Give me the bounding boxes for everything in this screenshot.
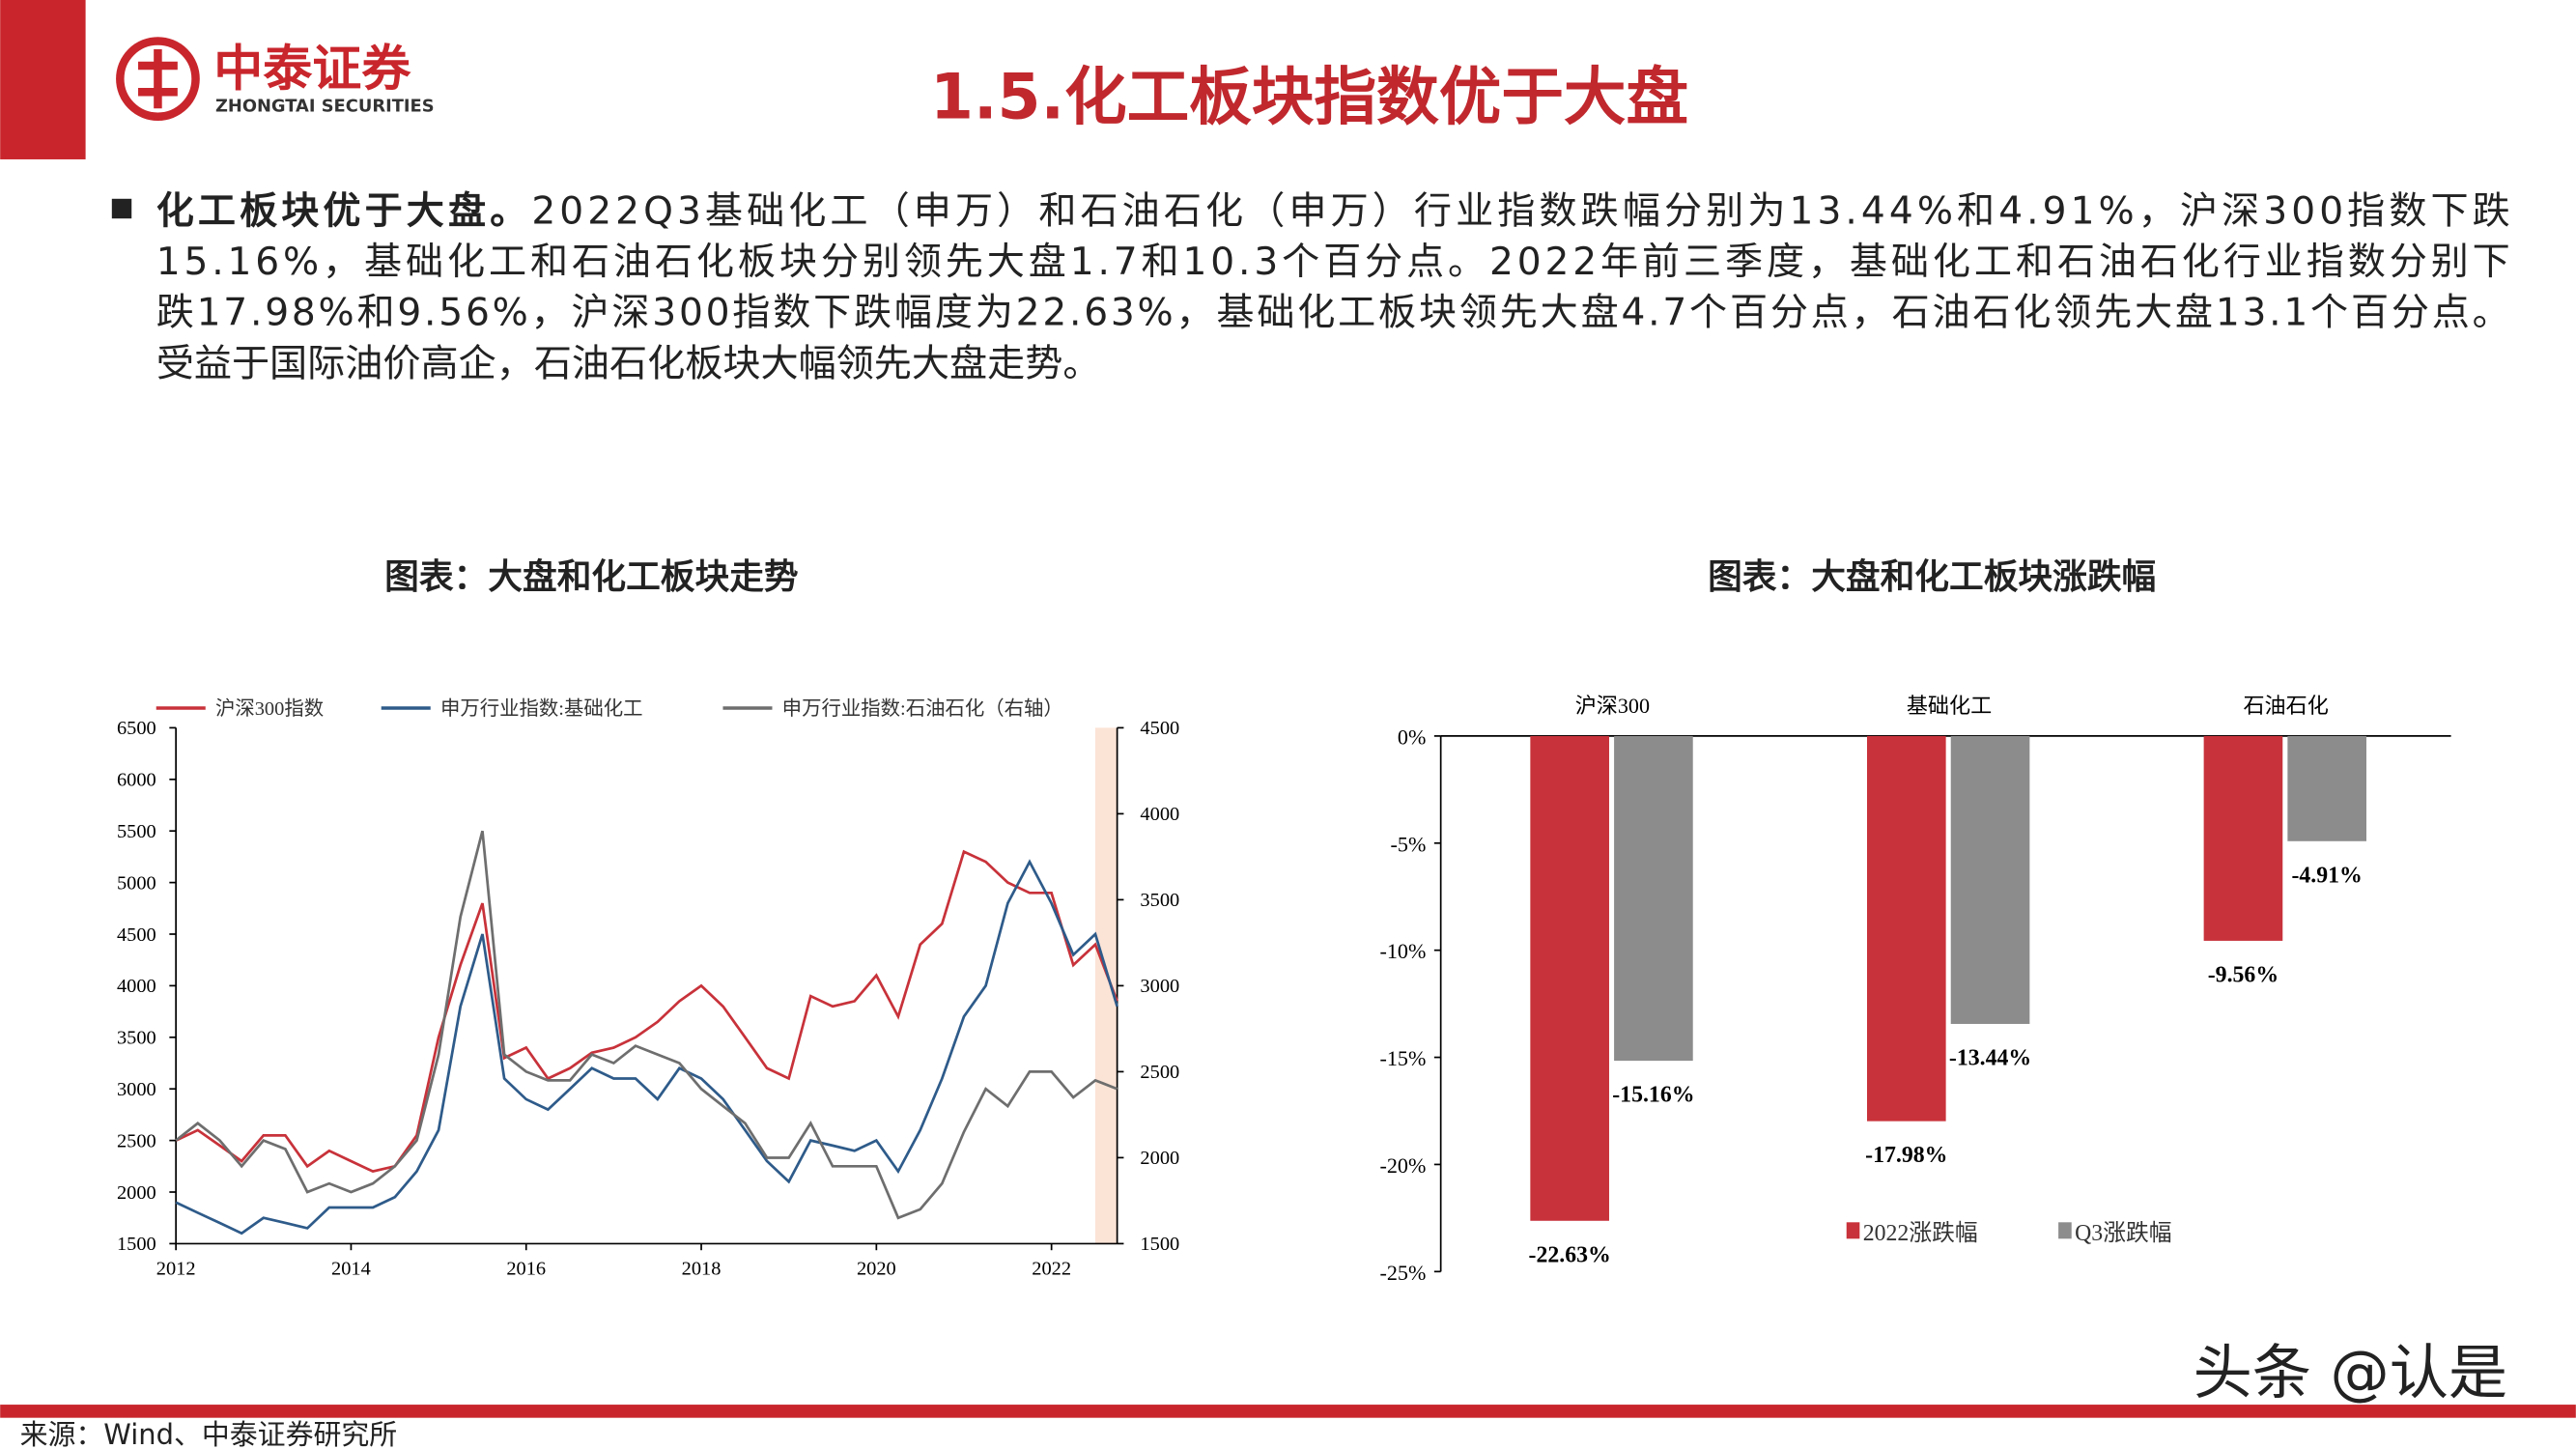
chart-title: 图表：大盘和化工板块涨跌幅: [1708, 557, 2156, 597]
bar: [2287, 735, 2366, 841]
y-tick-label: -5%: [1391, 832, 1427, 856]
legend-swatch: [2058, 1222, 2072, 1239]
bar: [2203, 735, 2283, 941]
category-label: 石油石化: [2243, 694, 2328, 718]
y2-tick-label: 2000: [1140, 1148, 1179, 1169]
y-tick-label: -10%: [1379, 939, 1426, 963]
legend-label: 申万行业指数:石油石化（右轴）: [782, 697, 1063, 720]
y-tick-label: -15%: [1379, 1046, 1426, 1070]
y-tick-label: 5500: [117, 821, 156, 842]
category-label: 基础化工: [1907, 694, 1992, 718]
value-label: -4.91%: [2291, 863, 2362, 888]
y-tick-label: 2500: [117, 1130, 156, 1151]
y-tick-label: 1500: [117, 1234, 156, 1255]
slide-title: 1.5.化工板块指数优于大盘: [930, 61, 1688, 133]
y-tick-label: 5000: [117, 872, 156, 894]
y2-tick-label: 4000: [1140, 804, 1179, 825]
y-tick-label: -20%: [1379, 1153, 1426, 1178]
x-tick-label: 2018: [682, 1259, 722, 1280]
y-tick-label: 4000: [117, 976, 156, 997]
source-note: 来源：Wind、中泰证券研究所: [20, 1418, 398, 1449]
logo-subtext: ZHONGTAI SECURITIES: [215, 97, 435, 117]
y2-tick-label: 4500: [1140, 718, 1179, 739]
x-tick-label: 2020: [857, 1259, 896, 1280]
legend-label: Q3涨跌幅: [2075, 1220, 2171, 1246]
y-tick-label: 3500: [117, 1028, 156, 1049]
legend-swatch: [1846, 1222, 1860, 1239]
legend-label: 沪深300指数: [215, 697, 324, 720]
shaded-period: [1094, 727, 1118, 1244]
bar: [1614, 735, 1693, 1062]
x-tick-label: 2012: [156, 1259, 196, 1280]
legend-label: 2022涨跌幅: [1863, 1220, 1978, 1246]
chart-title: 图表：大盘和化工板块走势: [384, 557, 798, 597]
legend-label: 申万行业指数:基础化工: [440, 697, 643, 720]
charts: 1500 2000 2500 3000 3500 4000 4500 5000 5500 6000…: [117, 694, 2451, 1285]
y2-tick-label: 2500: [1140, 1062, 1179, 1083]
bullet-text: 2022Q3基础化工（申万）和石油石化（申万）行业指数跌幅分别为13.44%和4…: [531, 189, 2509, 233]
bullet-line: 化工板块优于大盘。 2022Q3基础化工（申万）和石油石化（申万）行业指数跌幅分别…: [156, 189, 2510, 233]
y-tick-label: 6500: [117, 718, 156, 739]
logo-text: 中泰证券: [213, 41, 411, 98]
y-tick-label: 3000: [117, 1079, 156, 1100]
y-tick-label: -25%: [1379, 1261, 1426, 1285]
watermark: 头条 @认是: [2194, 1339, 2508, 1407]
bar: [1950, 735, 2030, 1024]
value-label: -13.44%: [1949, 1045, 2031, 1070]
series-line: [175, 830, 1118, 1220]
y-tick-label: 2000: [117, 1182, 156, 1204]
value-label: -9.56%: [2208, 962, 2279, 987]
y-tick-label: 4500: [117, 924, 156, 946]
value-label: -17.98%: [1865, 1143, 1947, 1168]
x-tick-label: 2014: [331, 1259, 371, 1280]
x-tick-label: 2022: [1032, 1259, 1071, 1280]
footer-bar: [0, 1405, 2576, 1418]
bar: [1530, 735, 1609, 1221]
value-label: -22.63%: [1529, 1242, 1611, 1267]
y2-tick-label: 3500: [1140, 890, 1179, 911]
y-tick-label: 6000: [117, 770, 156, 791]
bullet-lead: 化工板块优于大盘。: [156, 189, 528, 233]
value-label: -15.16%: [1612, 1083, 1694, 1108]
series-line: [175, 849, 1118, 1174]
bullet-line: 15.16%，基础化工和石油石化板块分别领先大盘1.7和10.3个百分点。202…: [156, 241, 2510, 284]
y2-tick-label: 1500: [1140, 1234, 1179, 1255]
bar: [1866, 735, 1946, 1122]
bullet-square: [111, 198, 132, 219]
series-line: [175, 859, 1118, 1236]
bullet-line: 受益于国际油价高企，石油石化板块大幅领先大盘走势。: [156, 342, 1101, 385]
y2-tick-label: 3000: [1140, 976, 1179, 997]
x-tick-label: 2016: [506, 1259, 546, 1280]
category-label: 沪深300: [1575, 694, 1650, 718]
logo-mark: [138, 49, 178, 109]
logo-ring: [116, 37, 200, 121]
y-tick-label: 0%: [1398, 724, 1426, 749]
header-block: [0, 0, 86, 159]
bullet-line: 跌17.98%和9.56%，沪深300指数下跌幅度为22.63%，基础化工板块领…: [156, 292, 2510, 335]
